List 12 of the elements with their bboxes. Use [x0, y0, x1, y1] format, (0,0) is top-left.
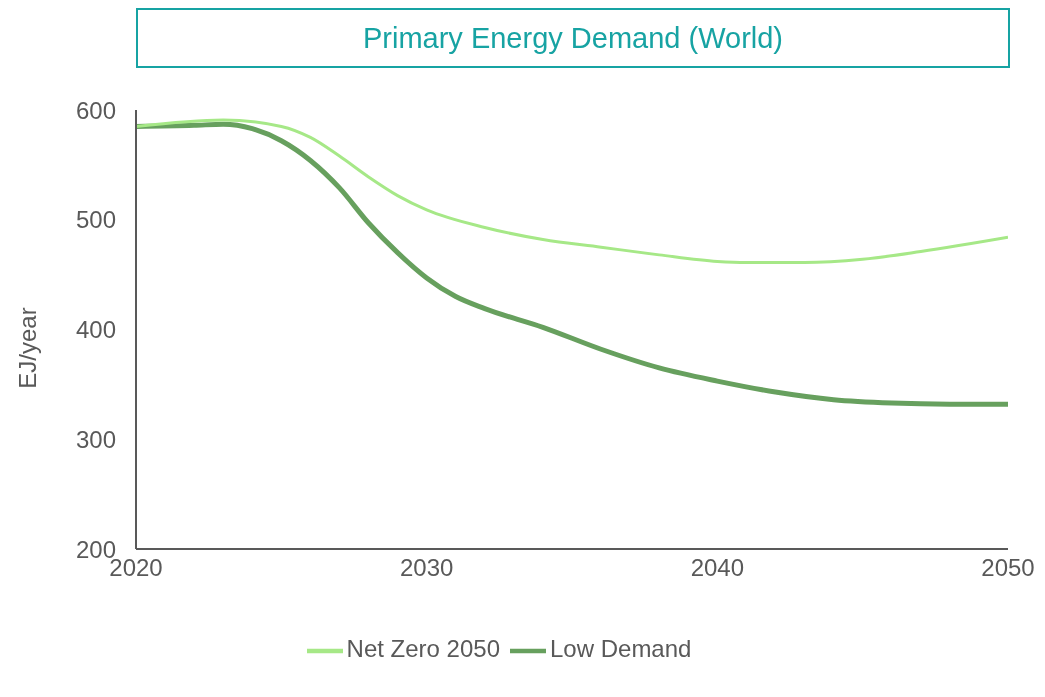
line-series [136, 118, 1008, 265]
y-tick-label: 400 [75, 316, 116, 344]
y-tick-label: 600 [75, 96, 116, 124]
y-tick-label: 300 [75, 425, 116, 453]
y-axis-title: EJ/year [14, 307, 42, 389]
x-tick-label: 2050 [981, 554, 1035, 582]
chart-title: Primary Energy Demand (World) [136, 8, 1010, 68]
legend-label: Low Demand [550, 635, 692, 663]
x-tick-label: 2040 [690, 554, 745, 582]
y-tick-label: 500 [75, 206, 116, 234]
x-tick-label: 2030 [399, 554, 454, 582]
legend-label: Net Zero 2050 [346, 635, 500, 663]
